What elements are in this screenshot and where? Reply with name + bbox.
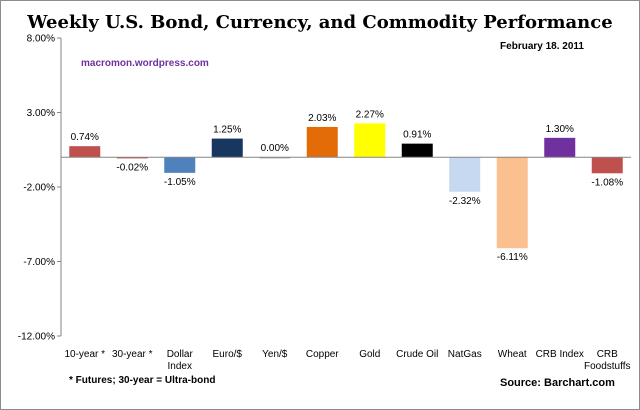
y-axis: 8.00% 3.00% -2.00% -7.00% -12.00%	[18, 34, 62, 343]
bar	[211, 138, 243, 158]
data-label: -0.02%	[116, 162, 148, 173]
x-tick-label: CRB Index	[536, 349, 584, 360]
data-label: 0.00%	[261, 143, 289, 154]
footnote: * Futures; 30-year = Ultra-bond	[69, 375, 215, 386]
bar	[306, 126, 338, 158]
data-label: 2.03%	[308, 113, 336, 124]
data-label: 0.74%	[71, 132, 99, 143]
y-tick-label: -12.00%	[18, 332, 55, 343]
data-label: -6.11%	[497, 252, 528, 263]
y-tick-label: -2.00%	[23, 183, 55, 194]
data-label: -2.32%	[449, 196, 481, 207]
x-tick-label: Foodstuffs	[584, 361, 631, 372]
bar	[69, 146, 101, 158]
chart-title: Weekly U.S. Bond, Currency, and Commodit…	[26, 12, 612, 33]
data-label: 2.27%	[356, 109, 384, 120]
bar	[116, 157, 148, 159]
bar	[401, 143, 433, 158]
x-tick-label: Crude Oil	[396, 349, 438, 360]
x-tick-label: Copper	[306, 349, 339, 360]
bar	[259, 157, 291, 159]
y-tick-label: 3.00%	[27, 108, 55, 119]
bar	[354, 123, 386, 158]
watermark-text: macromon.wordpress.com	[81, 58, 209, 69]
y-tick-label: -7.00%	[23, 257, 55, 268]
x-tick-label: Gold	[359, 349, 380, 360]
bar	[544, 137, 576, 158]
source-note: Source: Barchart.com	[500, 377, 615, 389]
data-label: 1.30%	[546, 124, 574, 135]
x-tick-label: Wheat	[498, 349, 527, 360]
x-tick-label: NatGas	[448, 349, 482, 360]
x-tick-label: CRB	[597, 349, 618, 360]
data-label: -1.05%	[164, 177, 196, 188]
bar	[496, 157, 528, 249]
data-label: 0.91%	[403, 130, 431, 141]
x-tick-label: 30-year *	[112, 349, 153, 360]
bar	[591, 157, 623, 174]
y-tick-label: 8.00%	[27, 34, 55, 45]
x-tick-label: Yen/$	[262, 349, 288, 360]
x-tick-label: 10-year *	[64, 349, 105, 360]
bars-group: 0.74% -0.02% -1.05% 1.25% 0.00% 2.03% 2.27% 0.9…	[69, 109, 623, 263]
data-label: 1.25%	[213, 125, 241, 136]
chart-date: February 18. 2011	[500, 41, 584, 52]
x-tick-label: Index	[168, 361, 192, 372]
x-tick-label: Dollar	[167, 349, 194, 360]
bar	[449, 157, 481, 192]
bar	[164, 157, 196, 173]
data-label: -1.08%	[591, 177, 623, 188]
x-tick-label: Euro/$	[213, 349, 243, 360]
